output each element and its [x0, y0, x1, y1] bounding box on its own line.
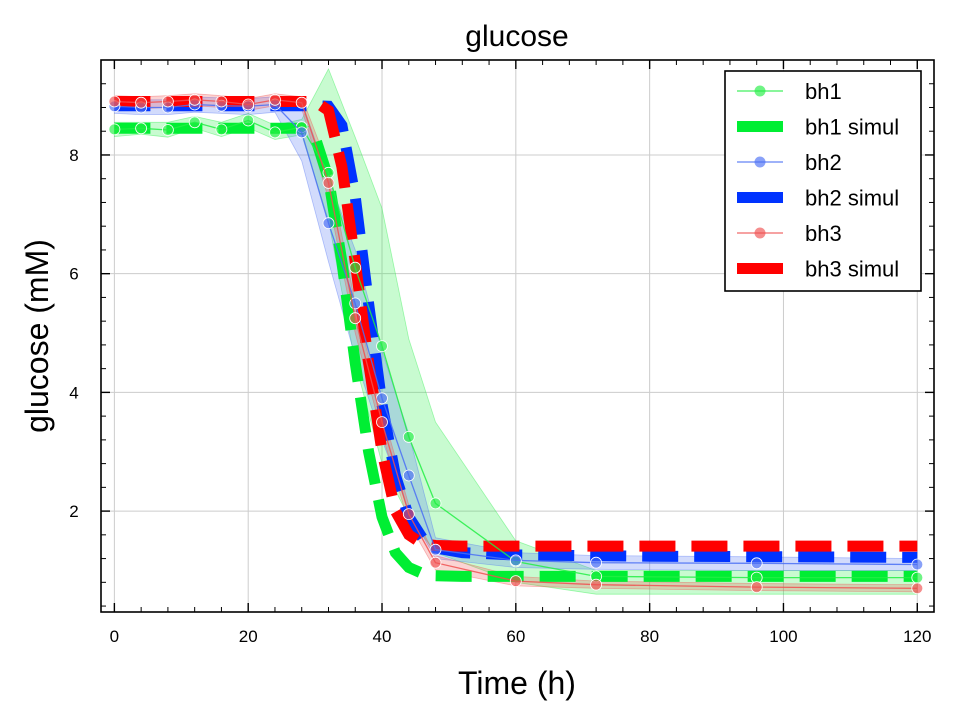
bh3-point	[269, 93, 281, 106]
bh1-point	[429, 497, 442, 510]
bh2-point	[429, 543, 442, 556]
bh1-point	[911, 571, 924, 584]
bh1-point	[376, 340, 388, 353]
y-tick-label: 2	[69, 502, 78, 521]
legend-marker-bh1	[754, 85, 766, 97]
x-tick-label: 20	[239, 627, 258, 646]
plot-frame	[100, 59, 935, 613]
bh1-point	[161, 124, 174, 136]
legend-label: bh2	[805, 150, 842, 175]
bh3-point	[188, 93, 201, 106]
legend-label: bh1	[805, 79, 842, 104]
bh3-point	[215, 95, 228, 108]
legend-label: bh1 simul	[805, 115, 899, 140]
bh3-point	[108, 95, 121, 108]
bh3-point	[402, 508, 415, 520]
bh3-point	[242, 98, 255, 111]
legend-box	[724, 70, 922, 292]
bh1-point	[349, 261, 362, 274]
x-tick-label: 40	[373, 627, 392, 646]
x-tick-label: 80	[640, 627, 659, 646]
bh3-point	[911, 582, 924, 595]
bh3-point	[590, 578, 602, 591]
bh2-point	[376, 392, 388, 405]
legend-label: bh3	[805, 221, 842, 246]
bh3-point	[750, 581, 763, 593]
y-tick-label: 8	[69, 146, 78, 165]
axis-ticks: 0 20 40 60 80 100 120 2 4 6 8	[69, 60, 934, 646]
bh1-point	[108, 123, 121, 136]
bh2-band	[114, 96, 918, 571]
y-tick-label: 4	[69, 383, 78, 402]
bh2-point	[509, 554, 522, 567]
bh2-point	[295, 126, 308, 139]
legend-label: bh3 simul	[805, 257, 899, 282]
bh3-point	[509, 575, 522, 587]
legend-marker-bh3	[754, 227, 766, 239]
y-tick-label: 6	[69, 265, 78, 284]
legend-marker-bh2	[754, 156, 766, 168]
bh2-point	[590, 556, 602, 569]
bh2-point	[322, 217, 335, 230]
bh3-point	[161, 95, 174, 108]
x-tick-label: 0	[110, 627, 119, 646]
x-tick-label: 100	[769, 627, 797, 646]
bh3-point	[376, 416, 388, 429]
bh3-point	[295, 96, 308, 109]
legend-label: bh2 simul	[805, 186, 899, 211]
bh1-point	[242, 114, 255, 127]
bh3-point	[322, 176, 335, 189]
bh2-point	[750, 557, 763, 570]
measured-lines	[108, 93, 924, 595]
bh1-point	[215, 123, 228, 136]
x-tick-label: 60	[506, 627, 525, 646]
bh3-point	[349, 312, 362, 325]
bh1-point	[402, 430, 415, 443]
chart-title: glucose	[465, 20, 568, 53]
legend: bh1 bh1 simul bh2 bh2 simul bh3 bh3 simul	[724, 70, 922, 292]
bh1-point	[269, 126, 281, 139]
bh3-point	[135, 96, 148, 109]
x-tick-label: 120	[903, 627, 931, 646]
x-axis-label: Time (h)	[458, 665, 576, 701]
bh3-point	[429, 556, 442, 569]
y-axis-label: glucose (mM)	[19, 239, 55, 433]
bh1-point	[188, 116, 201, 129]
bh1-point	[135, 122, 148, 135]
bh2-point	[402, 469, 415, 482]
bh2-point	[911, 558, 924, 571]
